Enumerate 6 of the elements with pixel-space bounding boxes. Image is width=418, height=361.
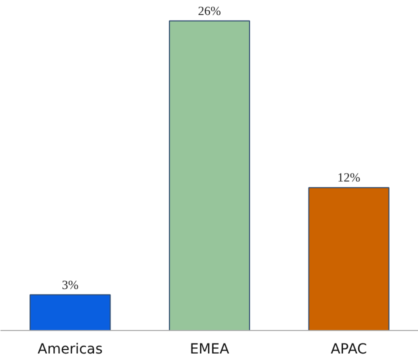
data-label: 26% — [198, 4, 221, 18]
data-label: 3% — [62, 278, 79, 292]
x-tick-label: APAC — [330, 342, 368, 358]
x-tick-label: EMEA — [190, 342, 230, 358]
x-tick-label: Americas — [38, 342, 103, 358]
data-label: 12% — [337, 170, 360, 185]
